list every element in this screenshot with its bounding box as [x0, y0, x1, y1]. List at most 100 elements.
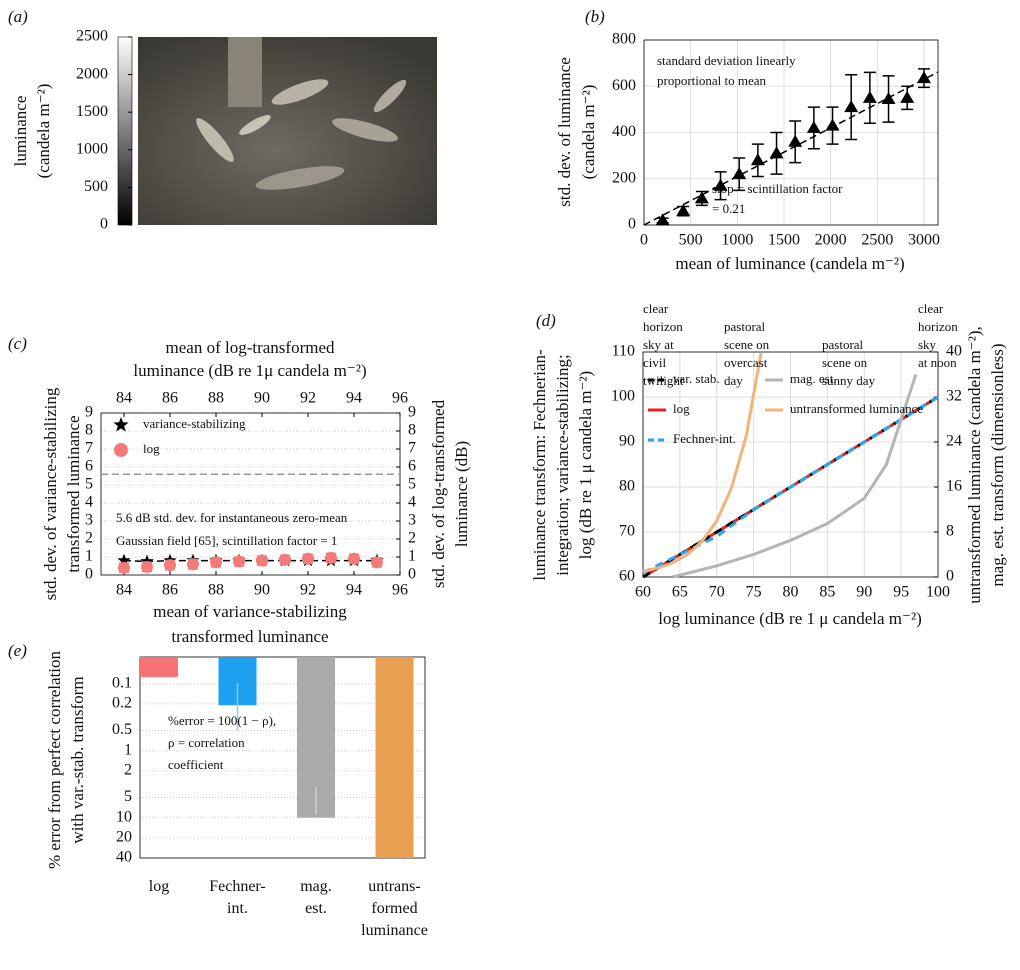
marker — [900, 90, 915, 103]
marker — [164, 559, 176, 572]
y-tick-label: 90 — [619, 433, 635, 450]
y2-axis-label-line: std. dev. of log-transformed — [429, 399, 448, 588]
annotation-line: proportional to mean — [657, 73, 767, 88]
marker — [141, 560, 153, 573]
x-tick-label: 84 — [116, 582, 132, 599]
scene-annotation-line: clear — [918, 301, 944, 316]
y-tick-label: 6 — [85, 458, 93, 475]
x2-tick-label: 88 — [208, 390, 224, 407]
annotation-line: = 0.21 — [712, 201, 745, 216]
marker — [881, 91, 896, 104]
x-tick-label: 1500 — [768, 232, 800, 249]
annotation: 5.6 dB std. dev. for instantaneous zero-… — [116, 510, 348, 548]
marker — [713, 178, 728, 191]
x2-tick-label: 96 — [392, 390, 408, 407]
x2-tick-label: 86 — [162, 390, 178, 407]
x-tick-label: 95 — [893, 584, 909, 601]
y-tick-label: 7 — [85, 440, 93, 457]
y2-tick-label: 2 — [408, 530, 416, 547]
x-axis-label-line: transformed luminance — [171, 627, 328, 646]
y-tick-label: 8 — [85, 422, 93, 439]
y-tick-label: 5 — [124, 788, 132, 805]
y-tick-label: 2 — [124, 762, 132, 779]
y-tick-label: 0.1 — [112, 674, 132, 691]
panel-label: (a) — [8, 7, 28, 26]
y2-tick-label: 6 — [408, 458, 416, 475]
bar — [140, 657, 178, 678]
y-tick-label: 1 — [85, 548, 93, 565]
x-axis-label: log luminance (dB re 1 μ candela m⁻²) — [658, 609, 921, 628]
x-tick-label-line: luminance — [361, 922, 428, 939]
y-tick-label: 4 — [85, 494, 93, 511]
x-tick-label: 80 — [783, 584, 799, 601]
x-axis-label: mean of luminance (candela m⁻²) — [675, 254, 904, 273]
scene-annotation-line: sunny day — [822, 373, 876, 388]
colorbar-tick-label: 2500 — [76, 28, 108, 45]
y-tick-label: 200 — [612, 169, 636, 186]
y-axis-label-line: std. dev. of variance-stabilizing — [41, 387, 60, 600]
x-tick-label: mag. est. — [300, 878, 332, 917]
scene-annotation: pastoral scene on overcast day — [724, 319, 770, 388]
x-tick-label: 75 — [746, 584, 762, 601]
y2-tick-label: 3 — [408, 512, 416, 529]
colorbar-tick-label: 1000 — [76, 140, 108, 157]
x2-tick-label: 92 — [300, 390, 316, 407]
marker — [750, 153, 765, 166]
legend-label: Fechner-int. — [673, 431, 736, 446]
x-tick-label: 60 — [635, 584, 651, 601]
y2-axis-label: untransformed luminance (candela m⁻²), ma… — [965, 326, 1007, 603]
x-tick-label: 1000 — [721, 232, 753, 249]
y-tick-label: 20 — [116, 829, 132, 846]
x-axis-label: mean of variance-stabilizing transformed … — [153, 602, 347, 646]
marker — [694, 191, 709, 204]
y-axis-label-line: log (dB re 1 μ candela m⁻²) — [576, 371, 595, 559]
scene-annotation-line: twilight — [643, 373, 684, 388]
colorbar-label-line: luminance — [11, 96, 30, 167]
y-tick-label: 5 — [85, 476, 93, 493]
marker — [118, 561, 130, 574]
scene-annotation-line: sky at — [643, 337, 674, 352]
marker — [769, 146, 784, 159]
y-tick-label: 80 — [619, 478, 635, 495]
x-tick-label: 3000 — [908, 232, 940, 249]
colorbar-label-line: (candela m⁻²) — [34, 84, 53, 179]
marker — [676, 204, 691, 217]
series-line — [672, 374, 918, 579]
scene-annotation-line: pastoral — [822, 337, 864, 352]
y2-tick-label: 0 — [408, 566, 416, 583]
x-tick-label: 500 — [679, 232, 703, 249]
colorbar — [117, 36, 133, 226]
y2-tick-label: 8 — [946, 523, 954, 540]
x-tick-label: 100 — [926, 584, 950, 601]
y-tick-label: 0 — [628, 216, 636, 233]
x-tick-label: 2500 — [861, 232, 893, 249]
y-axis-label-line: transformed luminance — [64, 415, 83, 572]
marker — [825, 118, 840, 131]
series-line — [642, 395, 939, 574]
plot-frame — [642, 351, 939, 578]
scene-annotation-line: horizon — [643, 319, 683, 334]
y-tick-label: 3 — [85, 512, 93, 529]
y-axis-label-line: % error from perfect correlation — [45, 650, 64, 869]
x-tick-label: 0 — [640, 232, 648, 249]
marker — [732, 167, 747, 180]
x2-tick-label: 84 — [116, 390, 132, 407]
marker — [917, 71, 931, 84]
marker — [117, 553, 131, 567]
x2-tick-label: 94 — [346, 390, 362, 407]
y-tick-label: 60 — [619, 568, 635, 585]
x-tick-label: 88 — [208, 582, 224, 599]
y2-tick-label: 1 — [408, 548, 416, 565]
colorbar-label: luminance (candela m⁻²) — [11, 84, 53, 179]
marker — [788, 134, 803, 147]
y-tick-label: 600 — [612, 77, 636, 94]
x-tick-label-line: log — [149, 878, 169, 895]
panel-label: (e) — [8, 641, 27, 660]
scene-annotation-line: at noon — [918, 355, 957, 370]
scene-annotation: pastoral scene on sunny day — [822, 337, 876, 388]
marker — [302, 552, 314, 565]
y-tick-label: 1 — [124, 741, 132, 758]
y2-tick-label: 5 — [408, 476, 416, 493]
marker — [348, 552, 360, 565]
annotation: standard deviation linearly proportional … — [657, 53, 796, 88]
